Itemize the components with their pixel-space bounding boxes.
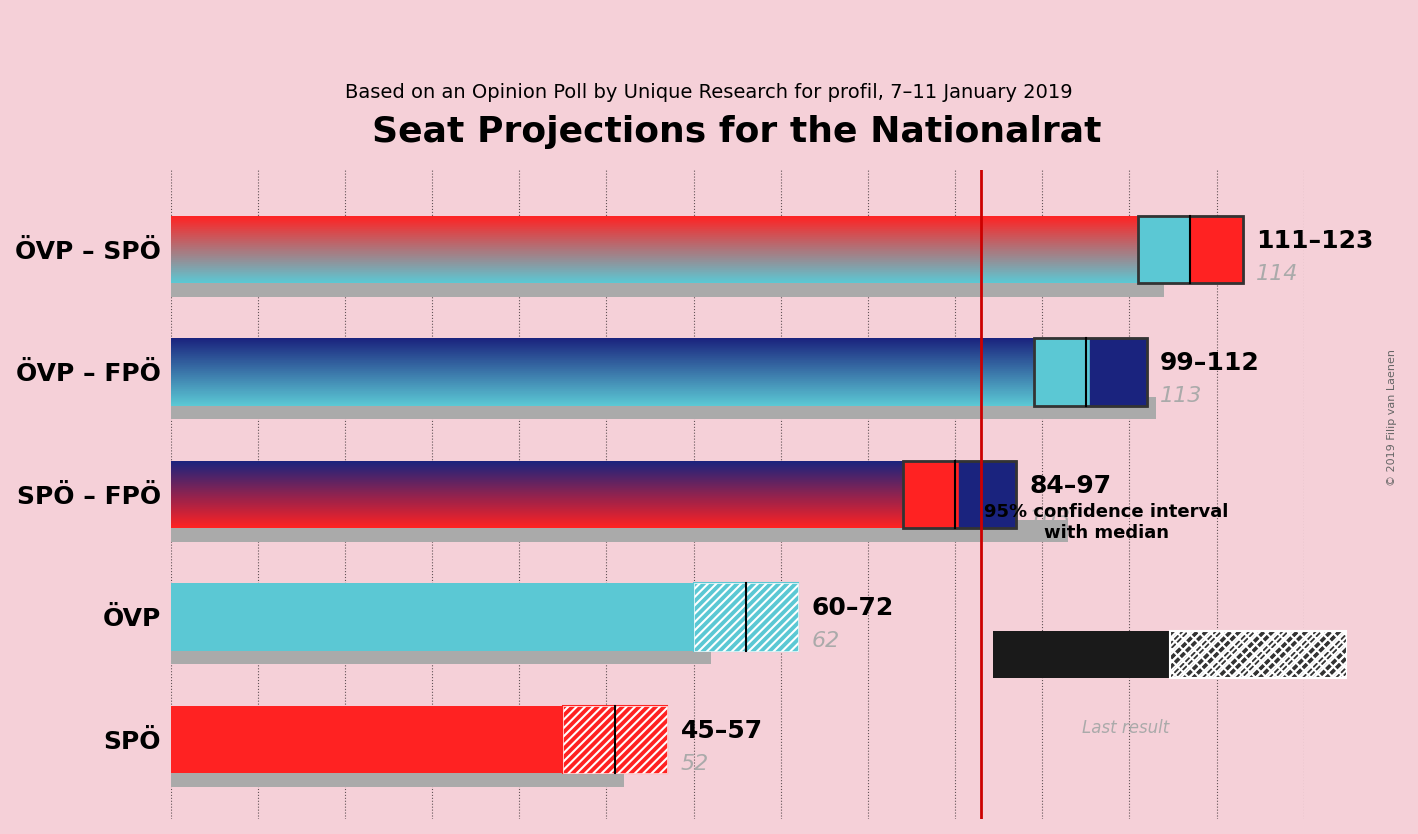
Bar <box>1139 216 1191 284</box>
Bar <box>170 765 624 786</box>
Bar <box>693 583 798 651</box>
Title: Seat Projections for the Nationalrat: Seat Projections for the Nationalrat <box>373 115 1102 149</box>
Bar <box>693 583 798 651</box>
Text: 95% confidence interval
with median: 95% confidence interval with median <box>984 503 1228 542</box>
Text: 52: 52 <box>681 754 709 774</box>
Bar <box>1090 339 1147 405</box>
Text: 60–72: 60–72 <box>811 596 893 620</box>
Bar <box>993 631 1170 678</box>
Bar <box>563 706 668 773</box>
Bar <box>170 520 1068 541</box>
Text: 113: 113 <box>1160 386 1202 406</box>
Text: 62: 62 <box>811 631 839 651</box>
Bar <box>1170 631 1347 678</box>
Bar <box>170 642 710 664</box>
Bar <box>1170 631 1347 678</box>
Bar <box>1191 216 1242 284</box>
Text: 114: 114 <box>1256 264 1299 284</box>
Bar <box>903 460 960 528</box>
Bar <box>903 460 1017 528</box>
Bar <box>1034 339 1147 405</box>
Text: © 2019 Filip van Laenen: © 2019 Filip van Laenen <box>1387 349 1397 485</box>
Bar <box>563 706 668 773</box>
Bar <box>170 274 1164 297</box>
Bar <box>170 583 693 651</box>
Text: 84–97: 84–97 <box>1029 474 1112 498</box>
Bar <box>1139 216 1242 284</box>
Bar <box>1034 339 1090 405</box>
Bar <box>170 397 1156 420</box>
Bar <box>960 460 1017 528</box>
Text: 45–57: 45–57 <box>681 719 763 743</box>
Bar <box>170 706 563 773</box>
Text: 103: 103 <box>1029 509 1072 529</box>
Text: 99–112: 99–112 <box>1160 351 1259 375</box>
Bar <box>993 684 1259 701</box>
Text: Last result: Last result <box>1082 719 1170 737</box>
Text: Based on an Opinion Poll by Unique Research for profil, 7–11 January 2019: Based on an Opinion Poll by Unique Resea… <box>345 83 1073 103</box>
Text: 111–123: 111–123 <box>1256 229 1373 253</box>
